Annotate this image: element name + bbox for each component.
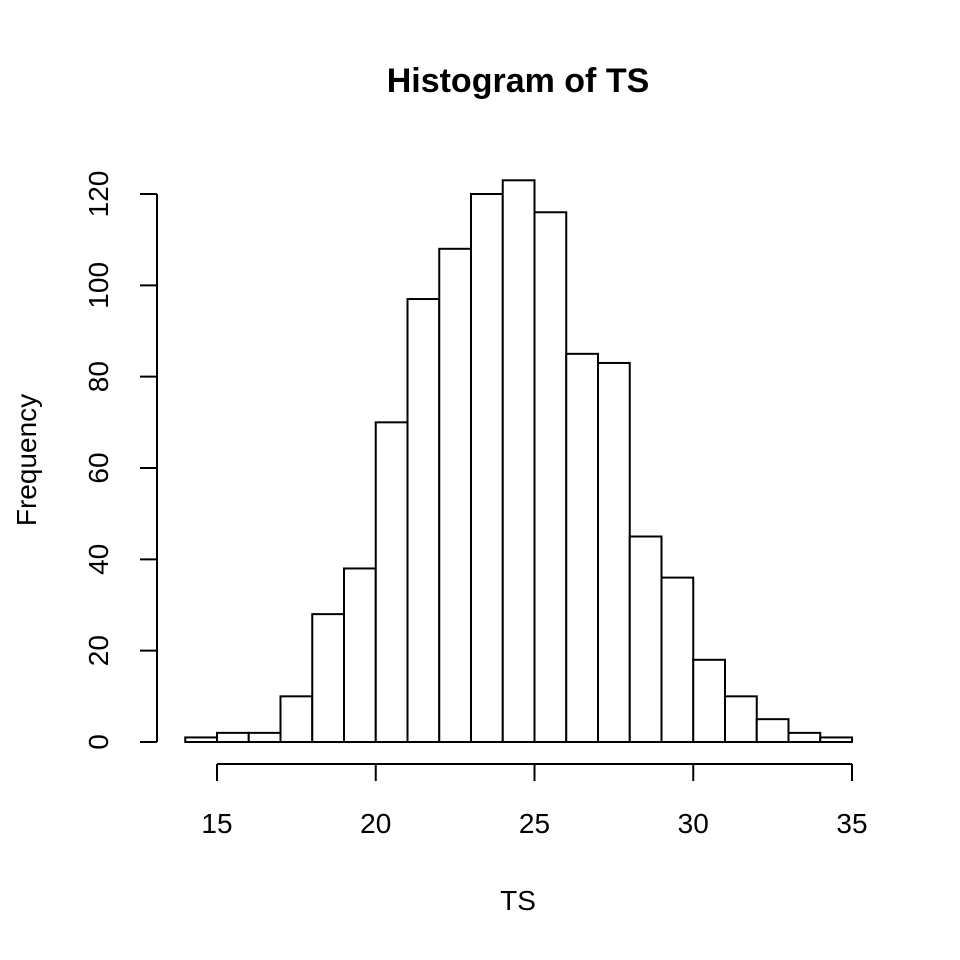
histogram-bar <box>343 567 377 744</box>
histogram-bar <box>406 298 441 743</box>
y-tick-label: 40 <box>83 544 114 575</box>
histogram-bar <box>247 731 282 743</box>
y-tick-label: 80 <box>83 361 114 392</box>
y-tick-label: 60 <box>83 452 114 483</box>
y-tick-label: 0 <box>83 734 114 750</box>
histogram-bar <box>470 193 504 743</box>
y-tick-label: 100 <box>83 262 114 309</box>
histogram-bar <box>501 179 536 744</box>
histogram-bar <box>311 613 345 744</box>
y-axis-label: Frequency <box>11 394 42 526</box>
histogram-bar <box>279 695 314 743</box>
histogram-bar <box>819 736 853 744</box>
y-tick-label: 120 <box>83 171 114 218</box>
histogram-bar <box>216 731 250 743</box>
histogram-bar <box>533 211 568 743</box>
histogram-bar <box>724 695 758 743</box>
histogram-bar <box>184 736 218 744</box>
chart-title: Histogram of TS <box>387 62 650 100</box>
x-tick-label: 35 <box>836 808 867 839</box>
bars-group <box>184 179 853 744</box>
x-axis: 15 20 25 30 35 <box>201 763 868 839</box>
histogram-bar <box>565 352 599 743</box>
histogram-bar <box>597 361 631 743</box>
y-tick-label: 20 <box>83 635 114 666</box>
x-tick-label: 25 <box>519 808 550 839</box>
histogram-bar <box>374 421 409 743</box>
x-tick-label: 20 <box>360 808 391 839</box>
histogram-bar <box>787 731 822 743</box>
histogram-bar <box>692 658 726 743</box>
x-axis-label: TS <box>500 885 536 916</box>
histogram-bar <box>755 718 790 744</box>
x-tick-label: 30 <box>678 808 709 839</box>
y-axis: 0 20 40 60 80 100 120 <box>83 171 158 750</box>
x-tick-label: 15 <box>201 808 232 839</box>
histogram-bar <box>628 535 663 743</box>
histogram-bar <box>660 576 695 743</box>
histogram-bar <box>438 247 472 744</box>
